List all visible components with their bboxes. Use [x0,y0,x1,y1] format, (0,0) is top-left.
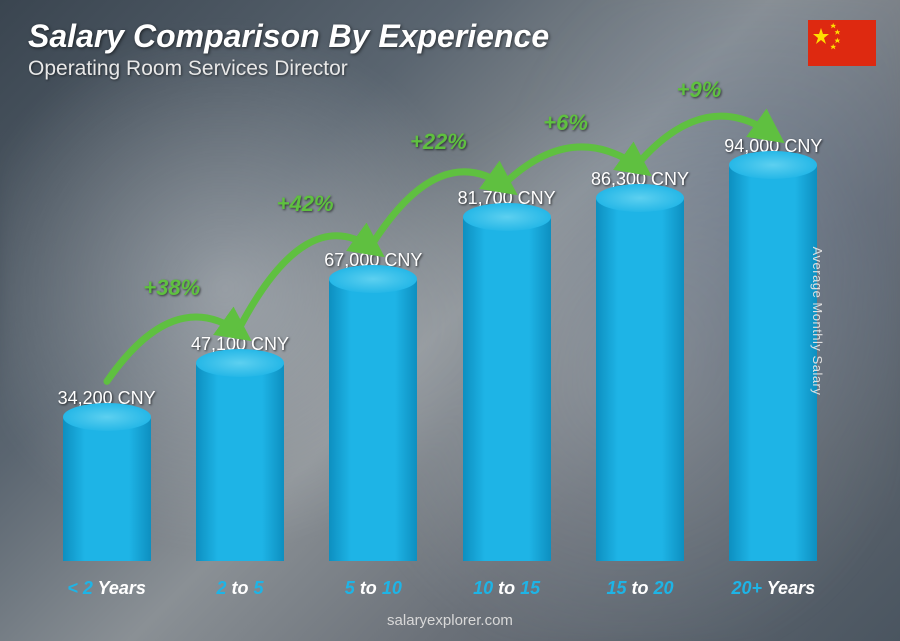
bar [596,198,684,561]
x-axis-label: 20+ Years [707,578,840,599]
x-axis-label: 10 to 15 [440,578,573,599]
bar [329,279,417,561]
x-axis: < 2 Years2 to 55 to 1010 to 1515 to 2020… [40,578,840,599]
x-axis-label: 5 to 10 [307,578,440,599]
bar [729,165,817,561]
x-axis-label: 15 to 20 [573,578,706,599]
increase-pct-label: +38% [143,275,200,301]
bar-group: 67,000 CNY [307,100,440,561]
bar [63,417,151,561]
bar-group: 86,300 CNY [573,100,706,561]
x-axis-label: < 2 Years [40,578,173,599]
y-axis-label: Average Monthly Salary [810,246,825,395]
increase-pct-label: +42% [277,191,334,217]
increase-pct-label: +9% [677,77,722,103]
chart-subtitle: Operating Room Services Director [28,57,549,81]
bar-group: 34,200 CNY [40,100,173,561]
chart-title: Salary Comparison By Experience [28,18,549,55]
increase-pct-label: +22% [410,129,467,155]
china-flag-icon [808,20,876,66]
bar [196,363,284,561]
bar-group: 47,100 CNY [173,100,306,561]
bar [463,217,551,561]
bar-chart: 34,200 CNY47,100 CNY67,000 CNY81,700 CNY… [40,100,840,561]
header: Salary Comparison By Experience Operatin… [28,18,549,81]
x-axis-label: 2 to 5 [173,578,306,599]
footer-credit: salaryexplorer.com [0,612,900,629]
bar-group: 81,700 CNY [440,100,573,561]
increase-pct-label: +6% [543,110,588,136]
